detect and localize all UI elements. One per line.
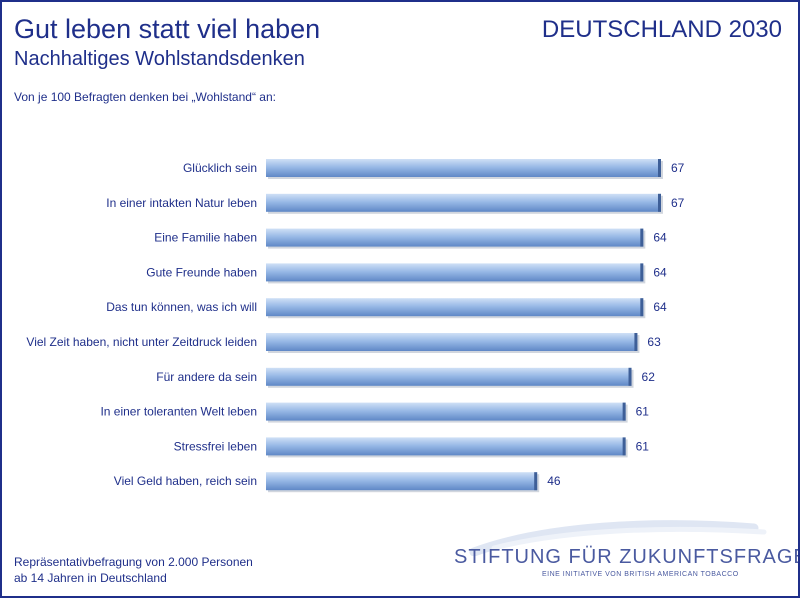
bar [266, 472, 538, 491]
bar-end-cap [534, 472, 538, 491]
bar [266, 228, 644, 247]
value-label: 67 [671, 196, 685, 210]
bar [266, 333, 638, 351]
value-label: 62 [642, 370, 656, 384]
bar-end-cap [658, 193, 661, 212]
value-label: 61 [636, 405, 650, 419]
value-label: 64 [653, 265, 667, 279]
category-label: Das tun können, was ich will [106, 300, 257, 314]
value-label: 61 [636, 439, 650, 453]
logo-tagline: EINE INITIATIVE VON BRITISH AMERICAN TOB… [542, 571, 739, 578]
value-label: 64 [653, 300, 667, 314]
logo-name: STIFTUNG FÜR ZUKUNFTSFRAGEN 2008 [454, 546, 798, 568]
foundation-logo: STIFTUNG FÜR ZUKUNFTSFRAGEN 2008 EINE IN… [454, 516, 798, 590]
chart-subtitle: Nachhaltiges Wohlstandsdenken [14, 48, 305, 70]
bar-end-cap [628, 367, 632, 386]
value-label: 67 [671, 161, 685, 175]
value-label: 63 [647, 335, 661, 349]
bar [266, 367, 632, 386]
value-label: 46 [547, 474, 561, 488]
footnote-line-2: ab 14 Jahren in Deutschland [14, 571, 167, 585]
bar-end-cap [640, 263, 644, 282]
bar [266, 437, 626, 456]
bar-end-cap [658, 159, 661, 177]
bar [266, 159, 661, 177]
bar [266, 193, 661, 212]
bar-end-cap [634, 333, 638, 351]
category-label: In einer intakten Natur leben [106, 196, 257, 210]
category-label: Für andere da sein [156, 370, 257, 384]
bar [266, 402, 626, 421]
chart-title: Gut leben statt viel haben [14, 14, 321, 44]
category-label: Eine Familie haben [154, 231, 257, 245]
category-label: Viel Zeit haben, nicht unter Zeitdruck l… [26, 335, 257, 349]
bar-end-cap [622, 437, 626, 456]
category-label: Glücklich sein [183, 161, 257, 175]
value-label: 64 [653, 231, 667, 245]
bar [266, 298, 644, 317]
category-label: Stressfrei leben [174, 439, 257, 453]
category-label: In einer toleranten Welt leben [100, 405, 257, 419]
bars-group: Glücklich sein 67 In einer intakten Natur … [26, 159, 685, 493]
bar [266, 263, 644, 282]
bar-end-cap [640, 228, 644, 247]
footnote: Repräsentativbefragung von 2.000 Persone… [14, 554, 253, 586]
bar-end-cap [640, 298, 644, 317]
category-label: Viel Geld haben, reich sein [114, 474, 257, 488]
swoosh-icon [469, 520, 767, 556]
category-label: Gute Freunde haben [146, 265, 257, 279]
bar-end-cap [622, 402, 626, 421]
survey-question: Von je 100 Befragten denken bei „Wohlsta… [14, 90, 276, 104]
footnote-line-1: Repräsentativbefragung von 2.000 Persone… [14, 555, 253, 569]
brand-label: DEUTSCHLAND 2030 [541, 16, 782, 43]
